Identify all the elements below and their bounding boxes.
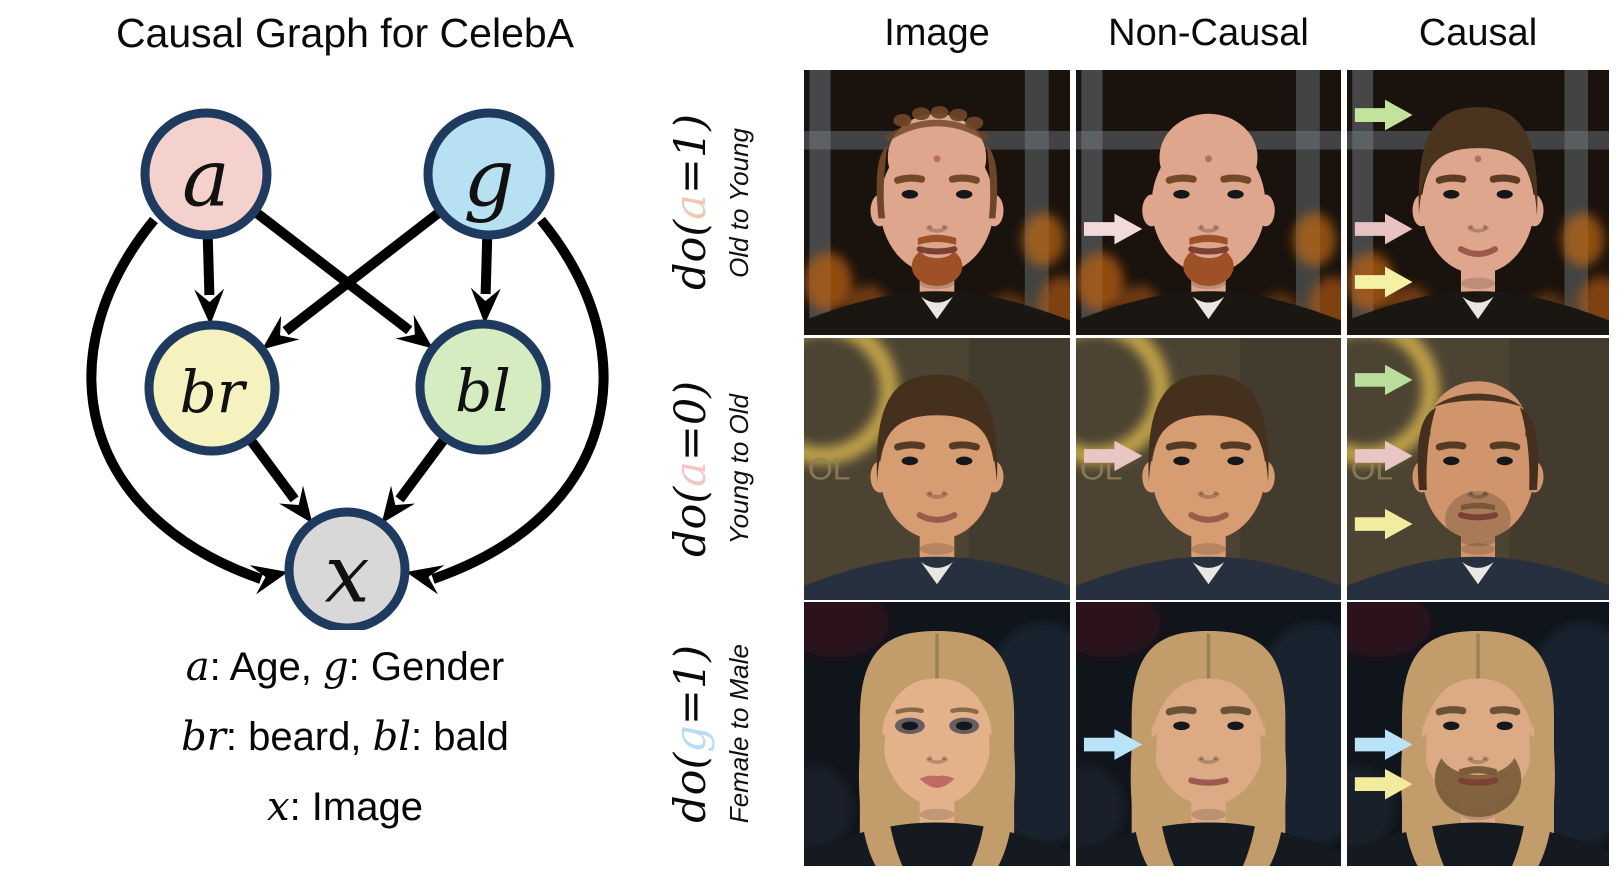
face-cell-row1-image bbox=[804, 70, 1070, 335]
face-photo bbox=[1347, 70, 1609, 335]
comparison-panel: Image Non-Causal Causal do(a=1) Old to Yo… bbox=[620, 0, 1624, 880]
legend-variable: g bbox=[323, 644, 349, 690]
face-cell-row1-non-causal bbox=[1076, 70, 1341, 335]
face-cell-row3-causal bbox=[1347, 602, 1609, 866]
legend-variable: a bbox=[185, 644, 210, 690]
graph-title: Causal Graph for CelebA bbox=[115, 10, 575, 56]
legend-variable: bl bbox=[372, 714, 412, 760]
face-cell-row3-non-causal bbox=[1076, 602, 1341, 866]
legend-text: : bald bbox=[411, 715, 509, 759]
face-cell-row1-causal bbox=[1347, 70, 1609, 335]
column-header-non-causal: Non-Causal bbox=[1108, 11, 1309, 54]
svg-text:OL: OL bbox=[808, 451, 851, 487]
row-subtitle: Female to Male bbox=[723, 644, 754, 824]
graph-legend: a: Age, g: Gender br: beard, bl: bald x: I… bbox=[0, 632, 690, 842]
legend-text: : Gender bbox=[348, 645, 505, 689]
face-photo: OL bbox=[1076, 338, 1341, 600]
column-header-causal: Causal bbox=[1418, 11, 1538, 54]
face-photo: OL bbox=[1347, 338, 1609, 600]
column-header-image: Image bbox=[884, 11, 990, 54]
face-photo bbox=[804, 602, 1070, 866]
row-label-2: do(a=0) Young to Old bbox=[640, 338, 780, 600]
legend-variable: x bbox=[267, 784, 290, 830]
do-variable: a bbox=[665, 461, 716, 487]
causal-graph: a g br bl x bbox=[86, 108, 609, 630]
svg-text:bl: bl bbox=[455, 357, 511, 425]
row-subtitle: Old to Young bbox=[723, 127, 754, 278]
legend-line: x: Image bbox=[0, 772, 690, 842]
causal-graph-panel: Causal Graph for CelebA a g br bl x a: Age, … bbox=[0, 0, 690, 880]
do-intervention-label: do(a=0) bbox=[665, 380, 716, 557]
row-label-1: do(a=1) Old to Young bbox=[640, 70, 780, 335]
face-cell-row2-image: OL bbox=[804, 338, 1070, 600]
face-cell-row3-image bbox=[804, 602, 1070, 866]
do-variable: g bbox=[665, 725, 716, 753]
face-photo: OL bbox=[804, 338, 1070, 600]
legend-line: a: Age, g: Gender bbox=[0, 632, 690, 702]
row-label-3: do(g=1) Female to Male bbox=[640, 602, 780, 866]
do-intervention-label: do(a=1) bbox=[665, 114, 716, 291]
svg-text:br: br bbox=[180, 358, 248, 426]
face-grid: do(a=1) Old to Young do(a=0) Young to Old OL… bbox=[620, 0, 1624, 880]
svg-text:g: g bbox=[463, 132, 514, 225]
legend-text: : beard, bbox=[225, 715, 373, 759]
legend-variable: br bbox=[181, 714, 226, 760]
do-variable: a bbox=[665, 194, 716, 221]
face-photo bbox=[1076, 602, 1341, 866]
face-photo bbox=[1076, 70, 1341, 335]
legend-text: : Age, bbox=[209, 645, 323, 689]
face-cell-row2-non-causal: OL bbox=[1076, 338, 1341, 600]
row-subtitle: Young to Old bbox=[723, 393, 754, 545]
do-intervention-label: do(g=1) bbox=[665, 645, 716, 823]
face-photo bbox=[804, 70, 1070, 335]
svg-text:a: a bbox=[182, 132, 230, 225]
legend-line: br: beard, bl: bald bbox=[0, 702, 690, 772]
face-photo bbox=[1347, 602, 1609, 866]
legend-text: : Image bbox=[289, 785, 423, 829]
face-cell-row2-causal: OL bbox=[1347, 338, 1609, 600]
svg-text:x: x bbox=[324, 528, 369, 621]
